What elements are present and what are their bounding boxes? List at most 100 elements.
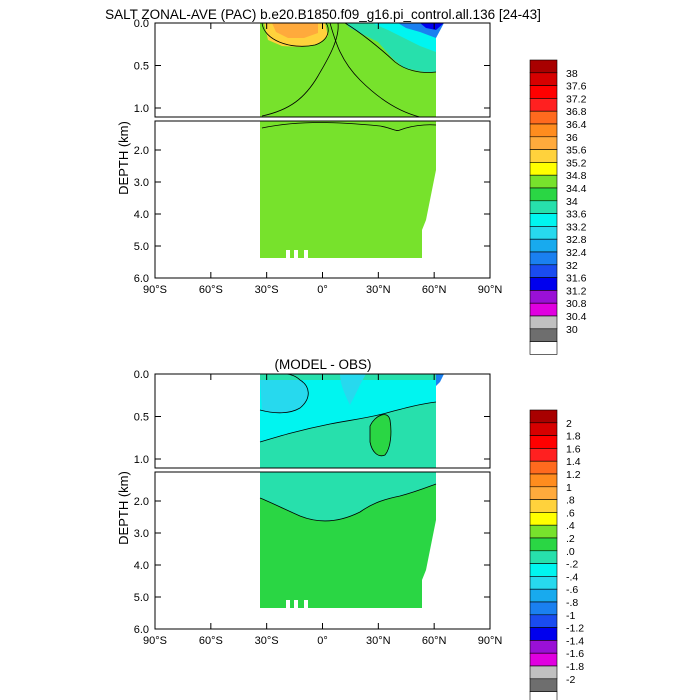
bottom-colorbar-swatch-16 [529, 614, 558, 628]
top-colorbar-swatch-20 [529, 315, 558, 330]
bottom-lower-contour [259, 483, 437, 522]
top-xtick-label-6: 90°N [478, 284, 503, 296]
bottom-upper-positive-patch [370, 414, 391, 456]
top-ytick-label-lower-0: 2.0 [134, 145, 149, 157]
top-colorbar-label-1: 37.6 [566, 81, 587, 93]
bottom-colorbar: 21.81.61.41.21.8.6.4.2.0-.2-.4-.6-.8-1-1… [529, 409, 584, 700]
bottom-colorbar-label-9: .2 [566, 533, 575, 545]
bottom-ytick-label-upper-0: 0.0 [134, 369, 149, 381]
top-colorbar-swatch-8 [529, 162, 558, 176]
top-colorbar-swatch-1 [529, 72, 558, 86]
bottom-upper-contour-2 [259, 401, 437, 443]
top-colorbar-label-20: 30 [566, 324, 578, 336]
bottom-colorbar-swatch-11 [529, 550, 558, 564]
bottom-colorbar-label-10: .0 [566, 546, 575, 558]
bottom-panel: (MODEL - OBS) 0.00.51.02.03.04.05.06.0 9… [116, 357, 584, 700]
bottom-ytick-label-lower-4: 6.0 [134, 624, 149, 636]
top-xtick-label-0: 90°S [143, 284, 167, 296]
top-colorbar-label-13: 32.8 [566, 234, 587, 246]
top-colorbar-swatch-6 [529, 136, 558, 150]
top-upper-contour-1 [261, 22, 329, 47]
top-colorbar-label-16: 31.6 [566, 273, 587, 285]
top-colorbar-swatch-22 [529, 341, 558, 355]
top-colorbar-swatch-21 [529, 328, 558, 342]
top-colorbar-label-10: 34 [566, 196, 578, 208]
top-colorbar-swatch-19 [529, 302, 558, 317]
bottom-colorbar-label-18: -1.6 [566, 648, 584, 660]
top-colorbar-label-4: 36.4 [566, 119, 587, 131]
bottom-colorbar-swatch-20 [529, 665, 558, 680]
bottom-colorbar-swatch-10 [529, 537, 558, 552]
bottom-lower-near-zero-band [260, 472, 436, 521]
top-upper-min-salinity [420, 23, 444, 30]
bottom-colorbar-label-20: -2 [566, 674, 575, 686]
top-ytick-label-upper-1: 0.5 [134, 61, 149, 73]
bottom-ylabel: DEPTH (km) [116, 471, 131, 545]
top-colorbar-swatch-14 [529, 238, 558, 253]
top-ytick-label-upper-0: 0.0 [134, 18, 149, 30]
top-colorbar-label-14: 32.4 [566, 247, 587, 259]
bottom-colorbar-swatch-14 [529, 588, 558, 603]
bottom-colorbar-label-12: -.4 [566, 571, 578, 583]
top-colorbar-swatch-15 [529, 251, 558, 266]
bottom-colorbar-swatch-17 [529, 627, 558, 641]
top-colorbar-swatch-11 [529, 200, 558, 214]
bottom-colorbar-swatch-5 [529, 473, 558, 488]
top-colorbar-swatch-4 [529, 110, 558, 125]
top-colorbar-label-7: 35.2 [566, 157, 587, 169]
bottom-colorbar-swatch-13 [529, 576, 558, 590]
top-colorbar-swatch-5 [529, 123, 558, 138]
bottom-colorbar-swatch-0 [529, 409, 558, 424]
top-xtick-label-4: 30°N [366, 284, 391, 296]
bottom-xtick-label-2: 30°S [255, 635, 279, 647]
bottom-upper-negative-core-2 [340, 374, 366, 405]
bottom-colorbar-label-19: -1.8 [566, 661, 584, 673]
bottom-colorbar-label-8: .4 [566, 520, 575, 532]
bottom-colorbar-swatch-21 [529, 678, 558, 692]
bottom-colorbar-swatch-4 [529, 460, 558, 475]
bottom-x-ticks: 90°S 60°S 30°S 0° 30°N 60°N 90°N [143, 374, 502, 647]
bottom-colorbar-label-16: -1.2 [566, 623, 584, 635]
top-colorbar-swatch-18 [529, 290, 558, 304]
bottom-colorbar-label-13: -.6 [566, 584, 578, 596]
top-colorbar-swatch-0 [529, 59, 558, 74]
top-colorbar-swatch-2 [529, 85, 558, 99]
top-colorbar-label-2: 37.2 [566, 93, 587, 105]
bottom-colorbar-label-5: 1 [566, 482, 572, 494]
bottom-colorbar-label-6: .8 [566, 495, 575, 507]
top-colorbar-label-19: 30.4 [566, 311, 587, 323]
top-colorbar-label-15: 32 [566, 260, 578, 272]
top-colorbar-swatch-12 [529, 213, 558, 227]
bottom-ytick-label-lower-0: 2.0 [134, 496, 149, 508]
bottom-ytick-label-lower-3: 5.0 [134, 592, 149, 604]
bottom-colorbar-label-0: 2 [566, 418, 572, 430]
bottom-lower-plot-area [154, 471, 491, 630]
bottom-colorbar-swatch-6 [529, 486, 558, 500]
top-colorbar: 3837.637.236.836.43635.635.234.834.43433… [529, 59, 587, 355]
top-colorbar-label-3: 36.8 [566, 106, 587, 118]
bottom-colorbar-swatch-3 [529, 448, 558, 462]
top-xtick-label-1: 60°S [199, 284, 223, 296]
bottom-xtick-label-3: 0° [317, 635, 328, 647]
top-colorbar-label-11: 33.6 [566, 209, 587, 221]
bottom-colorbar-label-4: 1.2 [566, 469, 581, 481]
top-lower-plot-area [154, 120, 491, 279]
top-xtick-label-2: 30°S [255, 284, 279, 296]
bottom-colorbar-swatch-1 [529, 422, 558, 436]
top-upper-plot-area [154, 22, 491, 118]
bottom-colorbar-swatch-18 [529, 640, 558, 654]
top-ytick-label-upper-2: 1.0 [134, 103, 149, 115]
top-ytick-label-lower-3: 5.0 [134, 241, 149, 253]
top-y-ticks: 0.0 0.5 1.0 2.0 3.0 4.0 5.0 6.0 [134, 18, 490, 285]
top-colorbar-label-9: 34.4 [566, 183, 587, 195]
top-colorbar-swatch-13 [529, 226, 558, 240]
bottom-colorbar-label-11: -.2 [566, 559, 578, 571]
top-lower-contour [261, 122, 437, 131]
bottom-colorbar-swatch-8 [529, 512, 558, 526]
top-colorbar-label-6: 35.6 [566, 145, 587, 157]
bottom-upper-negative-core [260, 380, 309, 413]
bottom-colorbar-label-3: 1.4 [566, 456, 581, 468]
bottom-xtick-label-1: 60°S [199, 635, 223, 647]
top-colorbar-swatch-10 [529, 187, 558, 202]
bottom-colorbar-swatch-9 [529, 524, 558, 539]
